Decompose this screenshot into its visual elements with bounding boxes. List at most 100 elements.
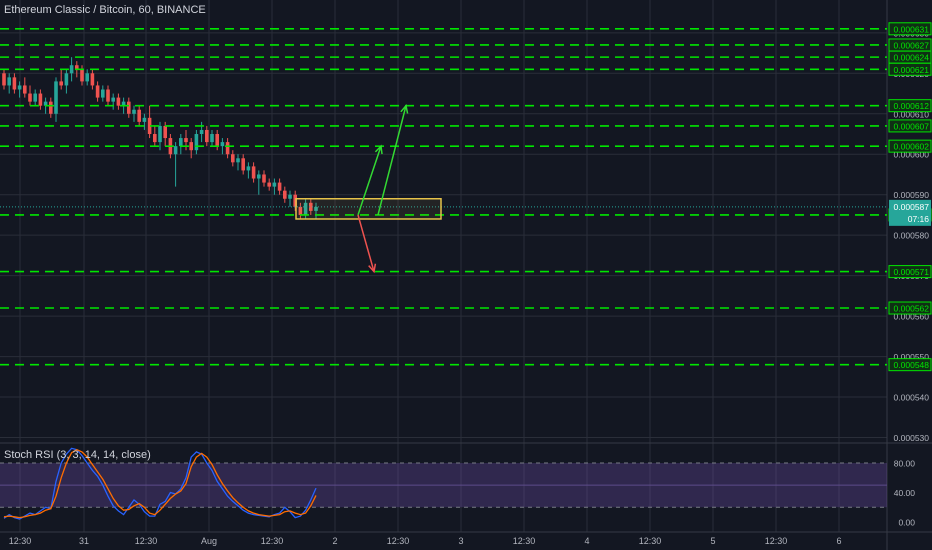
candle-body: [23, 85, 27, 94]
candle-body: [142, 117, 147, 122]
price-tick-label: 0.000590: [894, 190, 930, 200]
candle-body: [241, 158, 245, 171]
candle-body: [163, 125, 167, 139]
time-tick-label: 12:30: [135, 536, 158, 546]
candle-body: [147, 117, 152, 135]
candle-body: [267, 182, 271, 187]
candle-body: [127, 101, 131, 114]
level-price-tag: [888, 358, 932, 372]
rsi-tick-label: 40.00: [894, 488, 916, 498]
candle-body: [132, 109, 136, 114]
time-tick-label: 5: [710, 536, 715, 546]
time-tick-label: 31: [79, 536, 89, 546]
candle-body: [189, 142, 193, 151]
rsi-line-d: [3, 448, 317, 519]
candle-body: [101, 89, 105, 98]
candle-body: [28, 93, 32, 102]
candle-body: [59, 81, 63, 86]
target-arrow-2[interactable]: [377, 105, 407, 216]
candle-body: [215, 134, 219, 147]
time-tick-label: 12:30: [387, 536, 410, 546]
candle-body: [64, 73, 69, 86]
candle-body: [85, 73, 89, 82]
candle-body: [7, 77, 11, 86]
level-price-tag: [888, 301, 932, 315]
time-tick-label: 12:30: [9, 536, 32, 546]
time-tick-label: 12:30: [513, 536, 536, 546]
time-tick-label: Aug: [201, 536, 217, 546]
candle-body: [137, 109, 141, 122]
rsi-line-k: [3, 447, 317, 520]
level-price-label: 0.000571: [894, 267, 930, 277]
candle-body: [251, 166, 256, 179]
candle-body: [33, 93, 37, 102]
candle-body: [288, 194, 292, 199]
level-price-label: 0.000607: [894, 121, 930, 131]
price-tick-label: 0.000600: [894, 150, 930, 160]
candle-body: [49, 101, 53, 114]
time-tick-label: 2: [332, 536, 337, 546]
candle-body: [303, 202, 308, 215]
candle-body: [225, 142, 230, 155]
stop-arrow-head: [368, 263, 377, 274]
candle-body: [210, 134, 214, 143]
stoch-rsi-title: Stoch RSI (3, 3, 14, 14, close): [4, 449, 151, 461]
candle-body: [184, 138, 188, 143]
level-price-tag: [888, 119, 932, 133]
candle-body: [111, 97, 115, 102]
candle-body: [69, 65, 74, 74]
candle-body: [257, 174, 261, 179]
target-arrow-1[interactable]: [357, 145, 382, 216]
time-tick-label: 4: [584, 536, 589, 546]
candle-body: [17, 85, 22, 90]
candle-body: [90, 73, 95, 86]
level-price-tag: [888, 139, 932, 153]
candle-body: [283, 190, 287, 199]
entry-zone-box[interactable]: [295, 198, 442, 220]
rsi-tick-label: 80.00: [894, 459, 916, 469]
candle-body: [121, 101, 126, 106]
level-price-label: 0.000562: [894, 304, 930, 314]
time-tick-label: 3: [458, 536, 463, 546]
candle-body: [194, 134, 199, 151]
candle-body: [75, 65, 79, 70]
level-price-label: 0.000602: [894, 142, 930, 152]
price-tick-label: 0.000540: [894, 393, 930, 403]
candle-body: [262, 174, 266, 183]
level-price-label: 0.000624: [894, 53, 930, 63]
candle-body: [236, 158, 240, 163]
candle-body: [293, 194, 297, 207]
candle-body: [158, 125, 162, 143]
candle-body: [179, 138, 183, 147]
candle-body: [153, 134, 157, 143]
level-price-label: 0.000631: [894, 24, 930, 34]
level-price-tag: [888, 265, 932, 279]
price-tick-label: 0.000560: [894, 312, 930, 322]
time-tick-label: 12:30: [765, 536, 788, 546]
target-arrow-1-head: [374, 144, 383, 155]
candle-body: [106, 89, 110, 102]
stop-arrow[interactable]: [357, 214, 375, 272]
candle-body: [95, 85, 100, 98]
price-tick-label: 0.000610: [894, 109, 930, 119]
last-price-label: 0.000587: [894, 202, 930, 212]
candle-body: [246, 166, 251, 171]
candle-body: [205, 129, 209, 143]
candle-body: [199, 129, 204, 135]
candle-body: [220, 142, 225, 147]
target-arrow-2-head: [400, 104, 409, 114]
time-tick-label: 12:30: [261, 536, 284, 546]
level-price-label: 0.000627: [894, 40, 930, 50]
level-price-tag: [888, 62, 932, 76]
candle-body: [2, 73, 6, 86]
level-price-label: 0.000621: [894, 65, 930, 75]
time-tick-label: 12:30: [639, 536, 662, 546]
candle-body: [43, 101, 48, 106]
last-price-tag: [889, 199, 931, 226]
candle-body: [309, 202, 313, 211]
candle-body: [272, 182, 277, 187]
candle-body: [12, 77, 17, 90]
level-price-label: 0.000612: [894, 101, 930, 111]
